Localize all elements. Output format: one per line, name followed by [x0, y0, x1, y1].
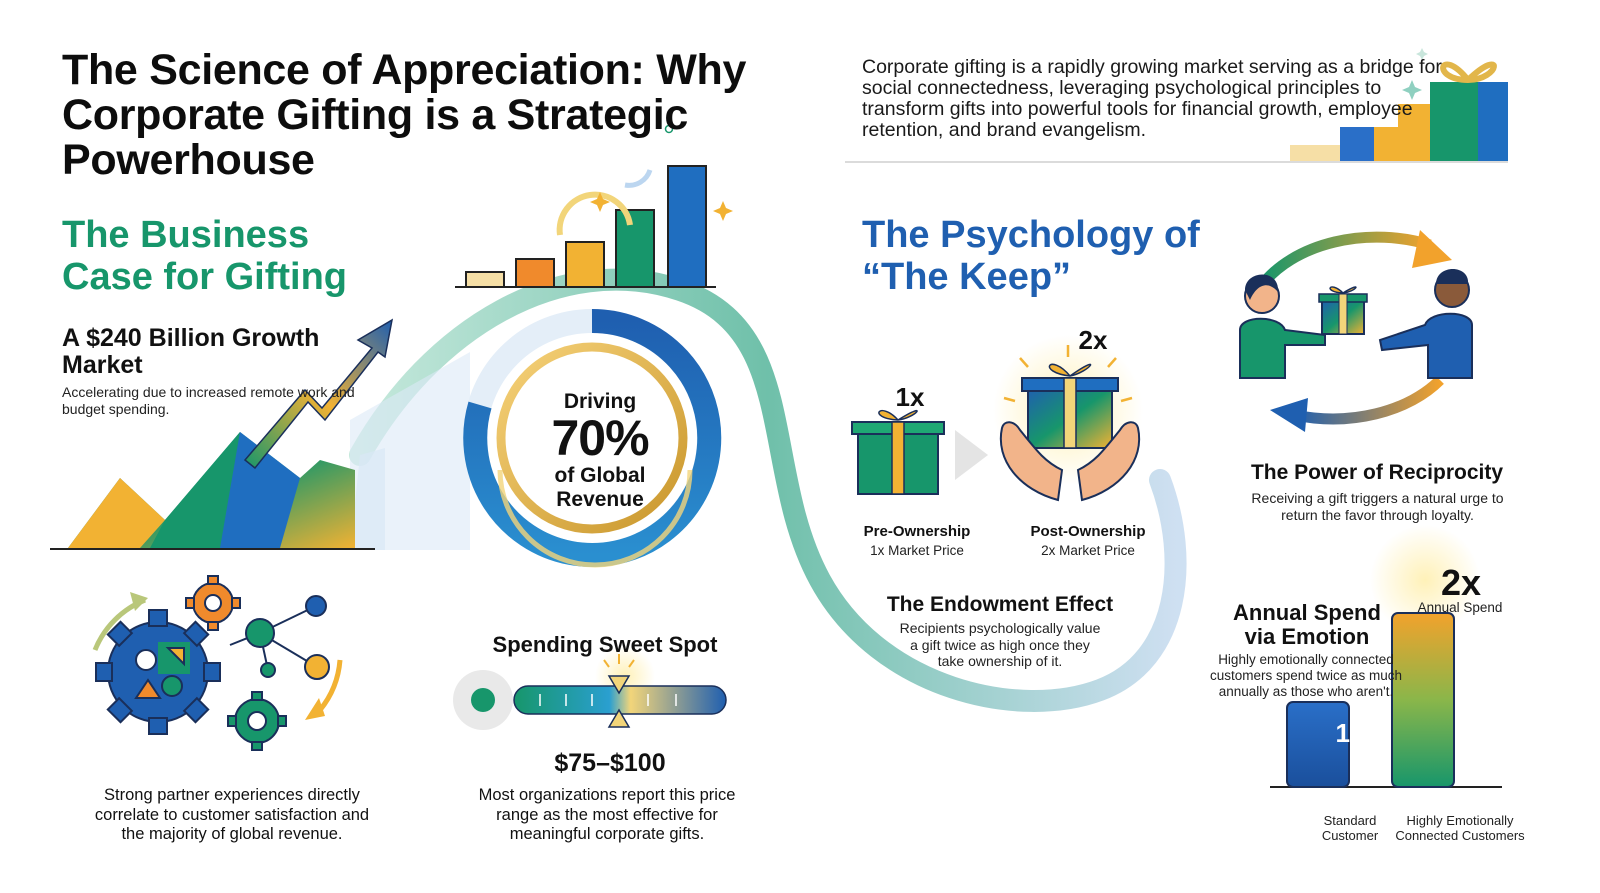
sweet-spot-desc: Most organizations report this price ran…: [478, 786, 736, 843]
standard-bar-value: 1x: [1335, 718, 1365, 748]
post-ownership-sub: 2x Market Price: [1041, 543, 1135, 558]
revenue-donut: [463, 309, 722, 568]
pre-ownership-gift-icon: [851, 409, 945, 495]
sweet-spot-price: $75–$100: [554, 749, 666, 777]
pre-multiplier: 1x: [895, 382, 925, 412]
sweet-spot-title: Spending Sweet Spot: [492, 632, 718, 657]
price-slider: [453, 646, 727, 730]
post-multiplier: 2x: [1078, 325, 1108, 355]
market-size-desc: Accelerating due to increased remote wor…: [62, 384, 355, 417]
gift-bars-icon: [845, 48, 1508, 163]
pre-ownership-label: Pre-Ownership: [863, 523, 971, 540]
reciprocity-title: The Power of Reciprocity: [1250, 461, 1504, 484]
connected-bar-value: 2x: [1440, 562, 1482, 603]
gears-network-icon: [92, 575, 343, 751]
revenue-sub: of Global Revenue: [554, 464, 646, 511]
annual-spend-title: Annual Spend via Emotion: [1233, 600, 1381, 649]
reciprocity-desc: Receiving a gift triggers a natural urge…: [1251, 490, 1504, 523]
endowment-desc: Recipients psychologically value a gift …: [899, 620, 1101, 669]
reciprocity-icon: [1239, 230, 1473, 432]
connected-bar-sub: Annual Spend: [1417, 600, 1503, 615]
page-title: The Science of Appreciation: Why Corpora…: [62, 46, 747, 184]
annual-spend-desc: Highly emotionally connected customers s…: [1209, 652, 1403, 699]
arrow-right-icon: [955, 430, 988, 480]
post-ownership-gift-icon: [993, 335, 1143, 502]
business-case-heading: The Business Case for Gifting: [62, 214, 348, 298]
growth-bars-icon: [455, 124, 733, 288]
revenue-label: Driving: [563, 390, 637, 413]
connected-customer-label: Highly Emotionally Connected Customers: [1395, 813, 1525, 843]
annual-spend-chart: [1270, 525, 1502, 788]
flow-curve: [349, 268, 1187, 712]
revenue-value: 70%: [551, 410, 649, 466]
market-size-title: A $240 Billion Growth Market: [62, 324, 320, 379]
endowment-title: The Endowment Effect: [886, 593, 1114, 616]
partner-desc: Strong partner experiences directly corr…: [94, 786, 370, 843]
intro-text: Corporate gifting is a rapidly growing m…: [862, 56, 1442, 141]
post-ownership-label: Post-Ownership: [1030, 523, 1146, 540]
growth-arrow-icon: [50, 318, 470, 550]
psychology-heading: The Psychology of “The Keep”: [862, 214, 1200, 298]
pre-ownership-sub: 1x Market Price: [870, 543, 964, 558]
standard-customer-label: Standard Customer: [1321, 813, 1379, 843]
